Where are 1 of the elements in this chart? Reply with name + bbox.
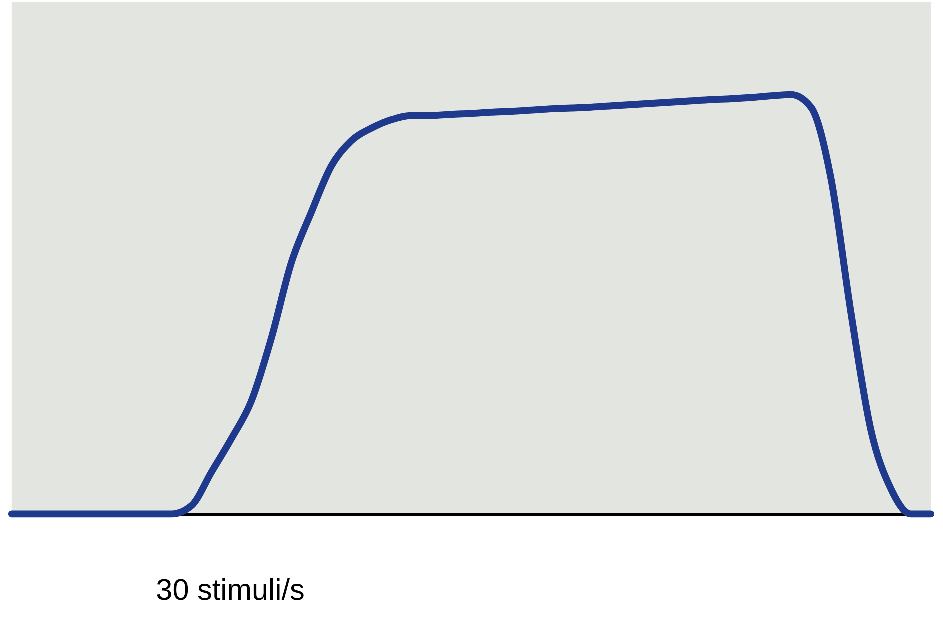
x-axis-title: 30 stimuli/s [156, 574, 305, 607]
